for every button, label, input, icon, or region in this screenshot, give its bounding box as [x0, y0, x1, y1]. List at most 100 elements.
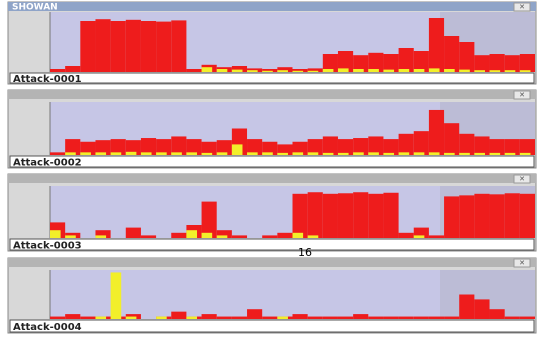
yellow-bar — [505, 70, 516, 72]
red-bar — [520, 139, 535, 155]
red-bar — [429, 110, 444, 155]
close-icon: ✕ — [519, 259, 525, 267]
yellow-bar — [308, 235, 319, 238]
yellow-bar — [353, 69, 364, 72]
red-bar — [232, 317, 247, 319]
yellow-bar — [186, 152, 197, 155]
red-bar — [399, 317, 414, 319]
panel-header — [8, 90, 536, 99]
yellow-bar — [95, 235, 106, 238]
yellow-bar — [505, 153, 516, 155]
yellow-bar — [156, 317, 167, 319]
red-bar — [186, 69, 201, 72]
red-bar — [171, 20, 186, 72]
yellow-bar — [126, 152, 137, 155]
red-bar — [505, 55, 520, 72]
yellow-bar — [353, 152, 364, 155]
yellow-bar — [459, 153, 470, 155]
yellow-bar — [323, 69, 334, 72]
yellow-bar — [338, 68, 349, 72]
red-bar — [141, 21, 156, 72]
yellow-bar — [520, 70, 531, 72]
red-bar — [490, 139, 505, 155]
red-bar — [308, 317, 323, 319]
red-bar — [490, 54, 505, 72]
yellow-bar — [232, 70, 243, 72]
red-bar — [277, 233, 292, 238]
panel-label: Attack-0004 — [13, 322, 82, 333]
yellow-bar — [50, 230, 61, 238]
panel-header — [8, 2, 536, 11]
yellow-bar — [414, 235, 425, 238]
red-bar — [126, 20, 141, 72]
screen: SHOWAN✕Attack-0001✕Attack-0002✕Attack-00… — [0, 0, 540, 336]
yellow-bar — [383, 153, 394, 155]
yellow-bar — [323, 153, 334, 155]
yellow-bar — [293, 233, 304, 238]
red-bar — [444, 317, 459, 319]
panel-label: Attack-0002 — [13, 158, 82, 169]
red-bar — [50, 152, 65, 155]
red-bar — [399, 48, 414, 72]
red-bar — [474, 299, 489, 319]
red-bar — [126, 228, 141, 238]
yellow-bar — [111, 272, 122, 319]
yellow-bar — [186, 317, 197, 319]
yellow-bar — [474, 153, 485, 155]
panel-header — [8, 258, 536, 267]
page-number: 16 — [298, 246, 312, 259]
red-bar — [171, 312, 186, 319]
red-bar — [171, 233, 186, 238]
red-bar — [323, 317, 338, 319]
yellow-bar — [308, 152, 319, 155]
yellow-bar — [338, 153, 349, 155]
yellow-bar — [247, 152, 258, 155]
red-bar — [65, 66, 80, 72]
red-bar — [429, 317, 444, 319]
panel-header — [8, 174, 536, 183]
yellow-bar — [444, 69, 455, 72]
red-bar — [338, 193, 353, 238]
yellow-bar — [95, 152, 106, 155]
yellow-bar — [126, 317, 137, 319]
red-bar — [368, 136, 383, 155]
red-bar — [414, 51, 429, 72]
red-bar — [459, 195, 474, 238]
red-bar — [368, 317, 383, 319]
red-bar — [95, 19, 110, 72]
yellow-bar — [202, 233, 213, 238]
red-bar — [505, 317, 520, 319]
red-bar — [520, 194, 535, 238]
yellow-bar — [95, 317, 106, 319]
yellow-bar — [474, 70, 485, 72]
red-bar — [520, 317, 535, 319]
red-bar — [262, 235, 277, 238]
red-bar — [293, 314, 308, 319]
red-bar — [65, 314, 80, 319]
yellow-bar — [368, 152, 379, 155]
label-box — [10, 239, 534, 250]
window-title: SHOWAN — [12, 3, 58, 13]
yellow-bar — [414, 152, 425, 155]
red-bar — [459, 295, 474, 320]
yellow-bar — [444, 153, 455, 155]
yellow-bar — [247, 70, 258, 72]
yellow-bar — [217, 235, 228, 238]
red-bar — [111, 21, 126, 72]
yellow-bar — [262, 71, 273, 72]
yellow-bar — [262, 152, 273, 155]
yellow-bar — [429, 68, 440, 72]
red-bar — [50, 69, 65, 72]
yellow-bar — [277, 153, 288, 155]
red-bar — [338, 139, 353, 155]
red-bar — [490, 309, 505, 319]
yellow-bar — [65, 235, 76, 238]
red-bar — [474, 136, 489, 155]
yellow-bar — [490, 153, 501, 155]
red-bar — [383, 193, 398, 238]
panel-label: Attack-0003 — [13, 241, 82, 252]
red-bar — [459, 134, 474, 155]
yellow-bar — [429, 152, 440, 155]
red-bar — [399, 233, 414, 238]
red-bar — [202, 202, 217, 238]
